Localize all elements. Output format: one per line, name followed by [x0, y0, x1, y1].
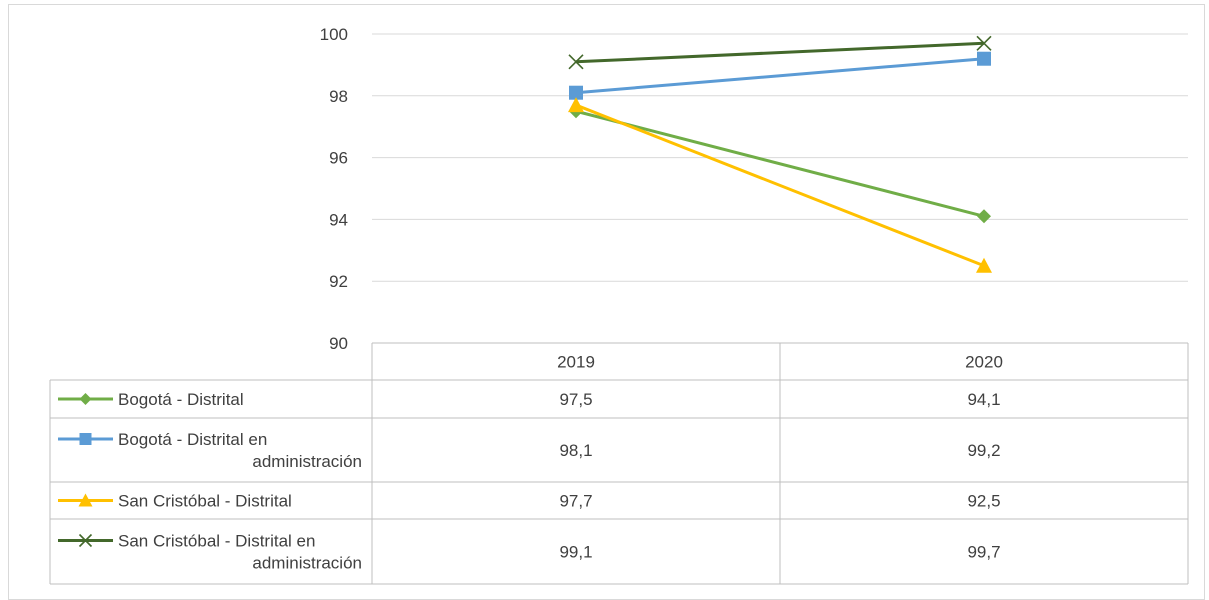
data-table-value: 97,7 [559, 492, 592, 511]
data-point [569, 85, 583, 100]
x-category-label: 2019 [557, 353, 595, 372]
y-tick-label: 100 [320, 25, 348, 44]
data-point [976, 35, 992, 51]
series-line [575, 57, 985, 95]
data-table-value: 94,1 [967, 390, 1000, 409]
data-point [977, 51, 991, 66]
data-table-value: 98,1 [559, 441, 592, 460]
legend-key-marker [79, 433, 92, 445]
data-table-value: 92,5 [967, 492, 1000, 511]
legend-key-marker [78, 533, 93, 548]
data-point [568, 97, 584, 113]
legend-entry-label: San Cristóbal - Distrital en [118, 532, 315, 551]
series-line [575, 41, 985, 64]
data-point [976, 257, 992, 273]
data-table-value: 99,1 [559, 543, 592, 562]
data-table-value: 97,5 [559, 390, 592, 409]
series-line [575, 109, 985, 218]
legend-key-marker [78, 493, 93, 507]
legend-entry-label: administración [252, 554, 362, 573]
legend-entry-label: San Cristóbal - Distrital [118, 492, 292, 511]
y-tick-label: 96 [329, 149, 348, 168]
data-point [977, 209, 991, 224]
data-point [568, 54, 584, 70]
data-table-value: 99,7 [967, 543, 1000, 562]
data-table-value: 99,2 [967, 441, 1000, 460]
legend-entry-label: Bogotá - Distrital en [118, 430, 267, 449]
y-tick-label: 92 [329, 272, 348, 291]
legend-entry-label: Bogotá - Distrital [118, 390, 244, 409]
y-tick-label: 98 [329, 87, 348, 106]
chart-frame [8, 4, 1205, 600]
series-line [575, 103, 985, 268]
x-category-label: 2020 [965, 353, 1003, 372]
legend-entry-label: administración [252, 452, 362, 471]
y-tick-label: 90 [329, 334, 348, 353]
legend-key-marker [79, 393, 92, 405]
y-tick-label: 94 [329, 210, 348, 229]
